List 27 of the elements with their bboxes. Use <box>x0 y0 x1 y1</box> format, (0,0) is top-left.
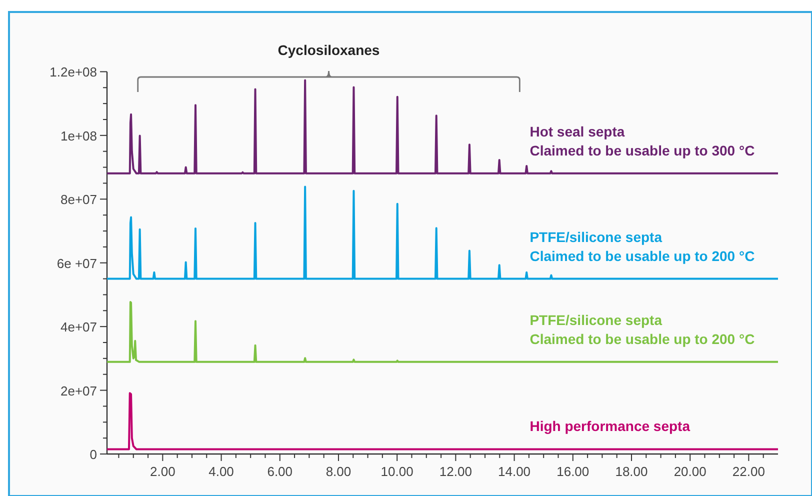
x-tick-label: 16.00 <box>556 464 590 479</box>
y-tick-label: 1.2e+08 <box>50 64 97 80</box>
x-tick-label: 10.00 <box>380 464 414 479</box>
line-series <box>106 186 779 280</box>
x-tick-label: 2.00 <box>150 464 176 479</box>
y-tick-label: 6e +07 <box>56 256 97 271</box>
y-tick-label: 1e+08 <box>60 128 97 144</box>
x-tick-label: 22.00 <box>732 464 765 479</box>
line-series <box>106 301 779 363</box>
series-label: Hot seal septa Claimed to be usable up to 300 °C <box>530 123 755 158</box>
y-tick-label: 8e+07 <box>60 192 97 208</box>
series-label: PTFE/silicone septa Claimed to be usable up to 200 °C <box>530 312 755 347</box>
x-tick-label: 18.00 <box>615 464 648 479</box>
line-series <box>106 392 779 450</box>
y-tick-label: 4e+07 <box>60 320 97 335</box>
x-tick-label: 8.00 <box>326 464 352 479</box>
text: Cyclosiloxanes <box>278 42 380 58</box>
x-tick-label: 20.00 <box>674 464 706 479</box>
y-tick-label: 2e+07 <box>60 383 97 398</box>
x-tick-label: 6.00 <box>267 464 293 479</box>
x-tick-label: 4.00 <box>208 464 234 479</box>
line-series <box>106 79 779 174</box>
series-label: PTFE/silicone septa Claimed to be usable up to 200 °C <box>530 228 755 264</box>
series-label: High performance septa <box>530 418 690 434</box>
x-tick-label: 14.00 <box>498 464 531 479</box>
y-tick-label: 0 <box>90 447 97 462</box>
x-tick-label: 12.00 <box>439 464 472 479</box>
